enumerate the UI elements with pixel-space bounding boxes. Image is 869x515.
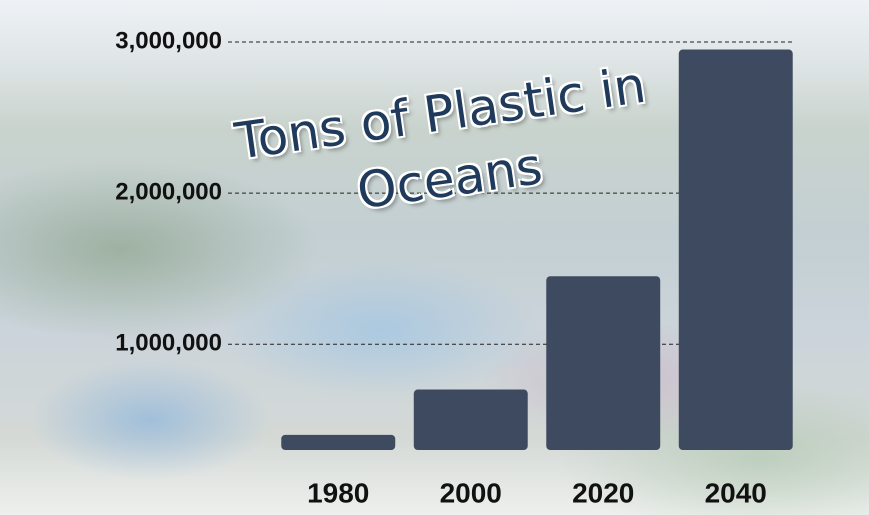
bar: [413, 389, 528, 450]
x-tick-label: 2000: [440, 477, 502, 508]
y-tick-label: 1,000,000: [115, 330, 222, 357]
y-tick-label: 2,000,000: [115, 178, 222, 205]
bar: [546, 276, 661, 450]
x-tick-label: 2020: [572, 477, 634, 508]
x-tick-label: 2040: [705, 477, 767, 508]
y-tick-label: 3,000,000: [115, 27, 222, 54]
x-tick-label: 1980: [307, 477, 369, 508]
bar: [678, 49, 793, 451]
bar: [281, 434, 396, 450]
